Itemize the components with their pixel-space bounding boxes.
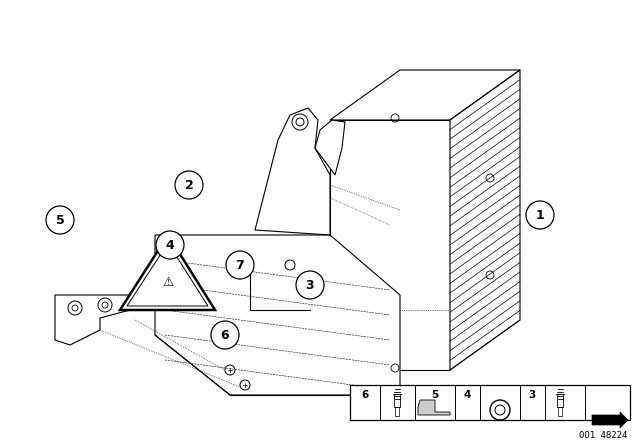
Text: 4: 4	[166, 238, 174, 251]
Circle shape	[211, 321, 239, 349]
Text: 1: 1	[536, 208, 545, 221]
Polygon shape	[155, 235, 400, 395]
Polygon shape	[127, 243, 208, 306]
Polygon shape	[330, 120, 450, 370]
Text: 4: 4	[463, 390, 470, 400]
Polygon shape	[330, 70, 520, 120]
Polygon shape	[418, 400, 450, 415]
Text: 3: 3	[529, 390, 536, 400]
Circle shape	[156, 231, 184, 259]
Text: 3: 3	[306, 279, 314, 292]
Text: OO1 48224: OO1 48224	[579, 431, 627, 440]
Text: 5: 5	[431, 390, 438, 400]
Polygon shape	[592, 412, 628, 428]
Text: 2: 2	[184, 178, 193, 191]
Circle shape	[175, 171, 203, 199]
Polygon shape	[315, 120, 345, 175]
Polygon shape	[55, 295, 130, 345]
Circle shape	[296, 271, 324, 299]
Text: 5: 5	[56, 214, 65, 227]
Text: 6: 6	[221, 328, 229, 341]
Circle shape	[226, 251, 254, 279]
Text: 6: 6	[362, 390, 369, 400]
Text: 7: 7	[236, 258, 244, 271]
Polygon shape	[350, 385, 630, 420]
Circle shape	[526, 201, 554, 229]
Polygon shape	[255, 108, 330, 235]
Circle shape	[46, 206, 74, 234]
Polygon shape	[120, 235, 215, 310]
Text: ⚠: ⚠	[163, 276, 173, 289]
Polygon shape	[450, 70, 520, 370]
